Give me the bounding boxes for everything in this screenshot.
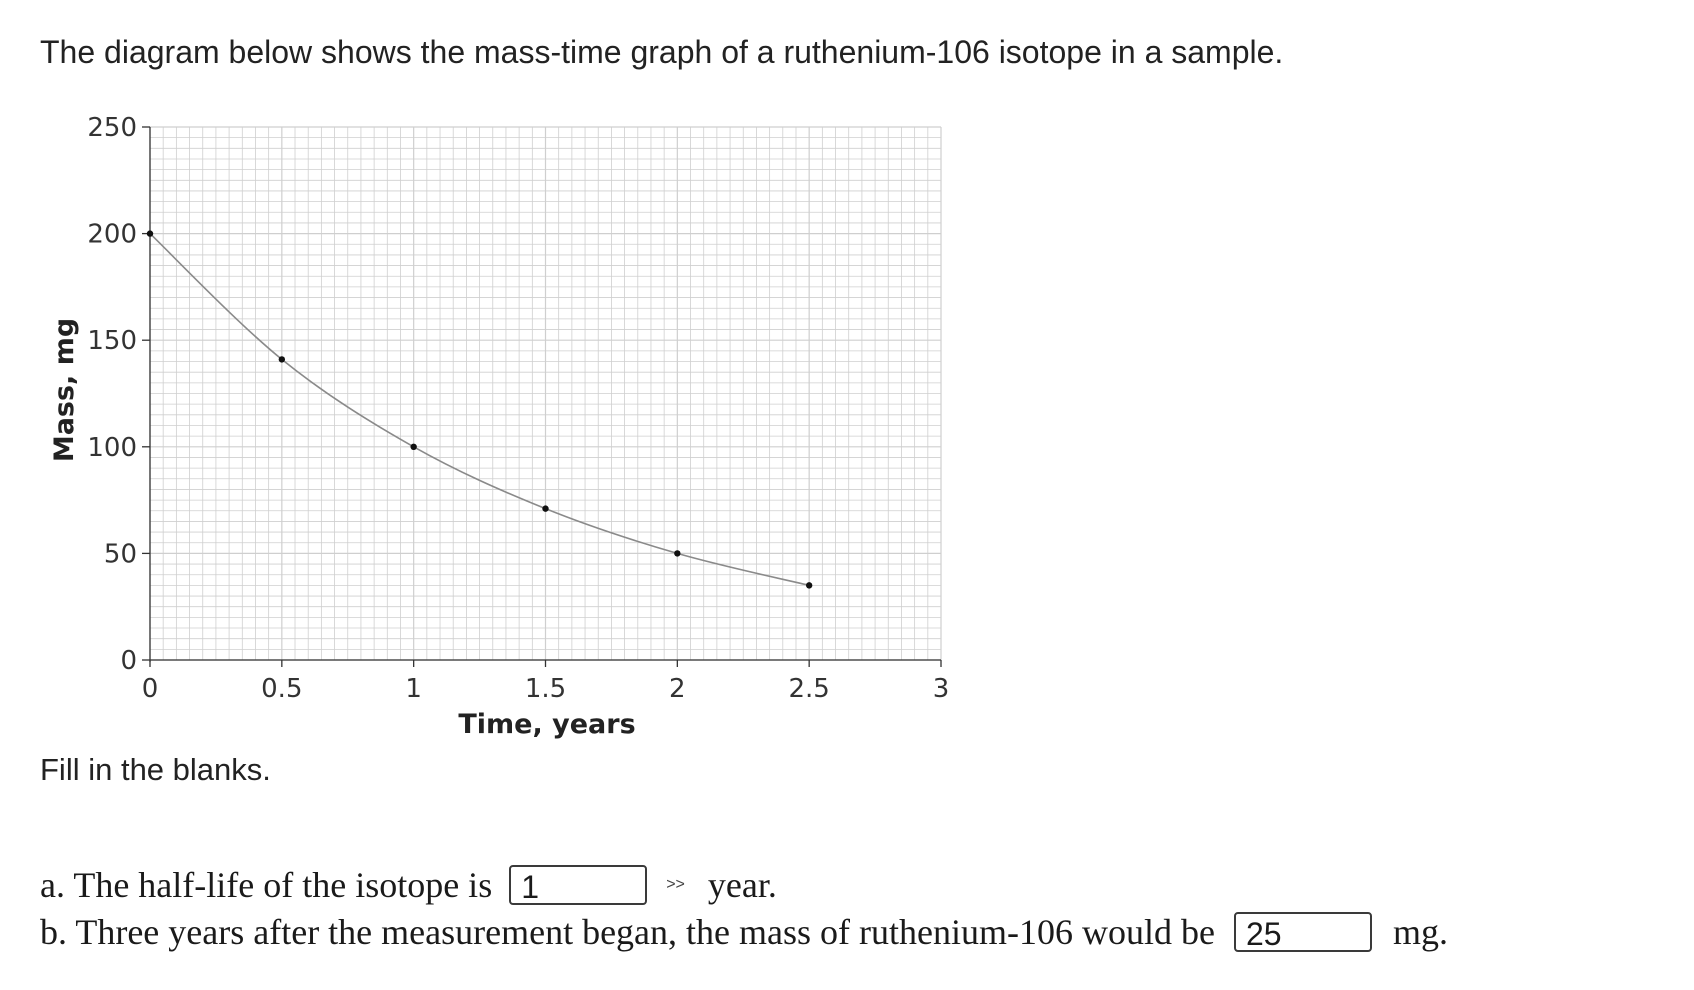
y-axis-label: Mass, mg — [49, 318, 80, 462]
chevron-double-right-icon[interactable]: >> — [666, 875, 685, 893]
question-b-unit: mg. — [1392, 911, 1448, 952]
x-tick-label: 2 — [669, 674, 686, 704]
intro-text: The diagram below shows the mass-time gr… — [40, 34, 1284, 70]
data-point — [146, 230, 154, 237]
decay-curve — [149, 233, 810, 587]
question-a-unit: year. — [707, 864, 777, 905]
y-tick-label: 100 — [87, 433, 137, 463]
data-point — [674, 550, 681, 557]
data-point — [805, 582, 813, 589]
half-life-answer-field[interactable]: 1 — [509, 864, 648, 905]
y-tick-label: 50 — [104, 539, 137, 569]
y-tick-label: 200 — [87, 220, 137, 250]
data-point — [542, 505, 549, 512]
data-point — [278, 356, 286, 363]
x-tick-label: 3 — [933, 674, 950, 704]
data-point — [410, 443, 417, 450]
mass-answer-field[interactable]: 25 — [1233, 911, 1372, 952]
x-tick-label: 0.5 — [261, 674, 302, 704]
question-b-text: b. Three years after the measurement beg… — [40, 911, 1215, 952]
question-a-text: a. The half-life of the isotope is — [40, 864, 493, 905]
data-points — [146, 230, 813, 589]
x-tick-label: 0 — [142, 674, 159, 704]
instructions-text: Fill in the blanks. — [40, 752, 271, 787]
mass-time-chart: 0 0.5 1 1.5 2 2.5 3 0 50 100 150 200 250 Time, years… — [49, 113, 949, 740]
y-tick-label: 150 — [87, 326, 137, 356]
question-a: a. The half-life of the isotope is 1 >> … — [40, 856, 777, 906]
question-b: b. Three years after the measurement beg… — [40, 903, 1448, 953]
x-tick-label: 2.5 — [788, 674, 829, 704]
chart-grid — [149, 126, 942, 661]
y-tick-label: 0 — [120, 646, 137, 676]
x-tick-label: 1.5 — [525, 674, 566, 704]
y-tick-label: 250 — [87, 113, 137, 143]
x-tick-label: 1 — [405, 674, 422, 704]
x-axis-label: Time, years — [458, 709, 635, 740]
chart-ticks: 0 0.5 1 1.5 2 2.5 3 0 50 100 150 200 250 — [87, 113, 949, 704]
